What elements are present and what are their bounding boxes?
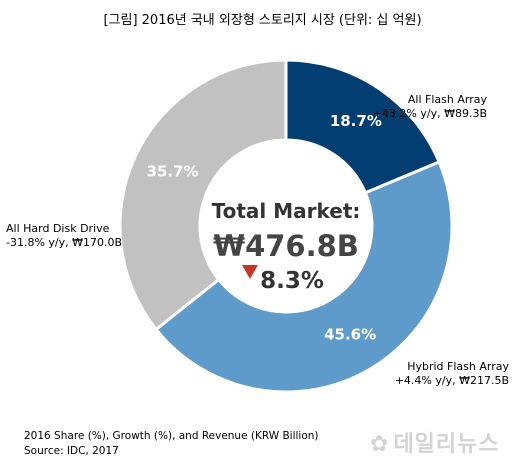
- chart-title: [그림] 2016년 국내 외장형 스토리지 시장 (단위: 십 억원): [103, 13, 422, 28]
- legend-label-hybrid-flash-array: Hybrid Flash Array: [407, 360, 509, 373]
- slice-all-flash-array: [284, 58, 442, 195]
- footnote-description: 2016 Share (%), Growth (%), and Revenue …: [24, 430, 319, 442]
- slice-hybrid-flash-array: [154, 160, 454, 394]
- legend-growth-all-hard-disk-drive: -31.8% y/y, ₩170.0B: [6, 236, 122, 249]
- slice-percent-label-hybrid-flash-array: 45.6%: [324, 325, 376, 343]
- legend-growth-all-flash-array: +43.2% y/y, ₩89.3B: [373, 107, 487, 120]
- footnote-source: Source: IDC, 2017: [24, 445, 119, 457]
- legend-label-all-hard-disk-drive: All Hard Disk Drive: [6, 222, 110, 235]
- slice-percent-label-all-flash-array: 18.7%: [330, 112, 382, 130]
- watermark-logo-icon: ✿: [370, 432, 390, 457]
- slice-all-hard-disk-drive: [118, 58, 288, 332]
- center-change: 8.3%: [260, 268, 324, 294]
- legend-label-all-flash-array: All Flash Array: [408, 93, 488, 106]
- change-down-icon: [242, 265, 258, 279]
- slice-percent-label-all-hard-disk-drive: 35.7%: [146, 162, 198, 180]
- watermark: ✿ 데일리뉴스: [370, 426, 500, 458]
- center-label: Total Market:: [212, 199, 361, 223]
- watermark-text: 데일리뉴스: [393, 432, 500, 457]
- legend-growth-hybrid-flash-array: +4.4% y/y, ₩217.5B: [395, 374, 509, 387]
- center-total: ₩476.8B: [213, 229, 359, 263]
